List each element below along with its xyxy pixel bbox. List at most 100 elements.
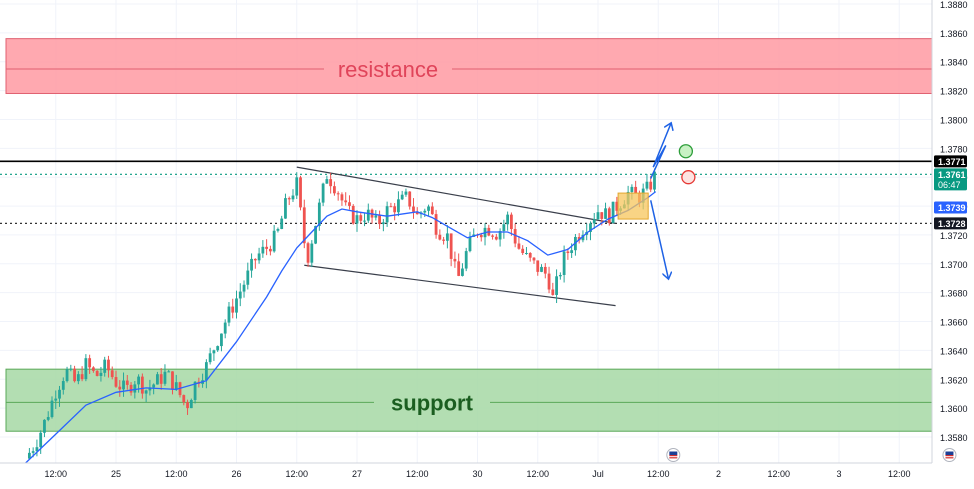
price-candle[interactable]: [540, 264, 543, 273]
resistance-zone[interactable]: resistance: [5, 38, 933, 94]
price-candle[interactable]: [615, 196, 619, 217]
price-candle[interactable]: [299, 175, 302, 211]
price-candle[interactable]: [468, 231, 472, 253]
price-candle[interactable]: [220, 333, 223, 352]
price-candle[interactable]: [163, 364, 167, 386]
price-candle[interactable]: [532, 257, 536, 264]
price-candle[interactable]: [242, 280, 246, 298]
price-candle[interactable]: [404, 188, 408, 197]
price-candle[interactable]: [607, 206, 611, 226]
price-candle[interactable]: [321, 182, 325, 207]
price-candle[interactable]: [144, 389, 148, 403]
price-candle[interactable]: [107, 355, 110, 378]
price-candle[interactable]: [268, 245, 272, 256]
price-candle[interactable]: [39, 430, 43, 454]
price-candle[interactable]: [445, 225, 449, 249]
price-candle[interactable]: [118, 380, 122, 397]
price-candle[interactable]: [562, 245, 566, 283]
price-candle[interactable]: [604, 202, 607, 219]
price-label-tag[interactable]: 1.3771: [934, 155, 967, 168]
price-candle[interactable]: [58, 385, 61, 407]
price-candle[interactable]: [434, 209, 438, 239]
price-candle[interactable]: [84, 354, 88, 382]
price-candle[interactable]: [238, 283, 242, 307]
price-candle[interactable]: [378, 210, 381, 229]
price-candle[interactable]: [363, 212, 366, 227]
price-candle[interactable]: [494, 233, 498, 241]
price-candle[interactable]: [212, 349, 216, 361]
price-candle[interactable]: [336, 191, 340, 201]
price-candle[interactable]: [317, 198, 321, 231]
support-zone[interactable]: support: [5, 368, 933, 432]
price-candle[interactable]: [284, 193, 287, 219]
price-candle[interactable]: [223, 319, 227, 339]
price-candle[interactable]: [325, 175, 329, 184]
price-candle[interactable]: [359, 212, 363, 224]
price-candle[interactable]: [464, 247, 468, 272]
price-candle[interactable]: [333, 181, 336, 196]
price-candle[interactable]: [99, 366, 103, 382]
price-candle[interactable]: [65, 366, 69, 383]
price-candle[interactable]: [449, 233, 453, 267]
price-candle[interactable]: [415, 207, 419, 215]
price-candle[interactable]: [140, 373, 144, 399]
target-circle[interactable]: [678, 144, 694, 159]
price-candle[interactable]: [536, 260, 540, 276]
price-candle[interactable]: [167, 369, 171, 373]
price-candle[interactable]: [634, 180, 638, 194]
price-candle[interactable]: [389, 202, 393, 208]
price-candle[interactable]: [340, 192, 344, 206]
highlight-box[interactable]: [617, 192, 649, 220]
price-candle[interactable]: [35, 439, 39, 457]
price-candle[interactable]: [208, 347, 212, 365]
price-candle[interactable]: [54, 390, 58, 409]
price-candle[interactable]: [261, 240, 265, 258]
price-candle[interactable]: [355, 210, 359, 232]
price-candle[interactable]: [27, 448, 31, 460]
resistance-zone-rect[interactable]: [5, 38, 933, 94]
price-candle[interactable]: [348, 195, 351, 210]
price-candle[interactable]: [253, 258, 257, 269]
price-candle[interactable]: [76, 371, 80, 385]
price-candle[interactable]: [204, 359, 208, 389]
price-candle[interactable]: [276, 227, 280, 233]
flag-icon[interactable]: [942, 448, 957, 462]
channel-upper-line[interactable]: [296, 166, 616, 224]
price-candle[interactable]: [592, 212, 596, 229]
price-candle[interactable]: [543, 263, 547, 279]
price-candle[interactable]: [551, 282, 555, 296]
bearish-projection[interactable]: [649, 200, 669, 278]
price-candle[interactable]: [291, 189, 295, 202]
price-candle[interactable]: [171, 371, 174, 395]
price-candle[interactable]: [103, 356, 107, 377]
price-candle[interactable]: [509, 212, 513, 236]
price-candle[interactable]: [122, 372, 125, 397]
price-candle[interactable]: [88, 354, 92, 374]
price-candle[interactable]: [344, 192, 348, 206]
price-candle[interactable]: [114, 370, 118, 388]
channel-lower-line[interactable]: [304, 264, 616, 307]
price-candle[interactable]: [329, 172, 333, 194]
price-candle[interactable]: [430, 202, 434, 215]
price-candle[interactable]: [287, 196, 291, 206]
price-candle[interactable]: [423, 208, 427, 218]
price-candle[interactable]: [43, 419, 46, 438]
price-candle[interactable]: [517, 236, 521, 250]
price-candle[interactable]: [412, 198, 415, 219]
price-candle[interactable]: [295, 172, 299, 199]
price-candle[interactable]: [547, 266, 551, 294]
price-candle[interactable]: [50, 396, 54, 419]
price-candle[interactable]: [227, 301, 231, 327]
price-candle[interactable]: [577, 233, 581, 244]
price-candle[interactable]: [374, 210, 378, 221]
price-candle[interactable]: [310, 240, 314, 268]
price-candle[interactable]: [400, 190, 404, 201]
price-label-tag[interactable]: 1.3728: [934, 217, 967, 230]
price-candle[interactable]: [61, 377, 65, 395]
price-candle[interactable]: [174, 374, 178, 392]
price-candle[interactable]: [506, 211, 510, 231]
price-candle[interactable]: [306, 241, 310, 267]
price-candle[interactable]: [156, 371, 159, 385]
